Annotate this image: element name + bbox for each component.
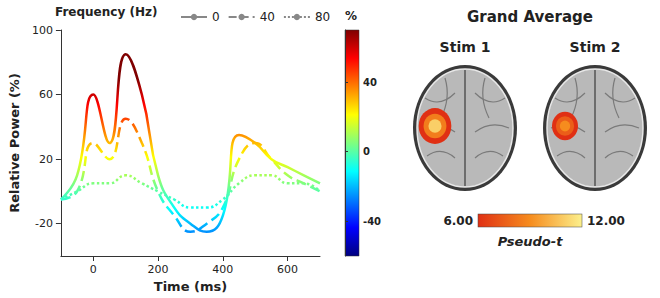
svg-text:40: 40 (363, 77, 377, 88)
svg-text:0: 0 (212, 10, 220, 24)
svg-text:Grand Average: Grand Average (467, 8, 593, 26)
svg-text:Pseudo-t: Pseudo-t (498, 234, 564, 249)
svg-text:20: 20 (39, 153, 53, 166)
svg-text:6.00: 6.00 (443, 214, 473, 228)
svg-text:Relative Power (%): Relative Power (%) (7, 73, 22, 213)
svg-text:Time (ms): Time (ms) (154, 279, 227, 294)
svg-text:60: 60 (39, 88, 53, 101)
svg-text:Stim 1: Stim 1 (440, 39, 491, 55)
svg-text:100: 100 (32, 24, 53, 37)
svg-text:-40: -40 (363, 216, 381, 227)
svg-text:%: % (345, 9, 357, 23)
svg-text:Frequency (Hz): Frequency (Hz) (55, 5, 157, 19)
svg-text:12.00: 12.00 (587, 214, 625, 228)
svg-text:200: 200 (148, 263, 169, 276)
svg-text:Stim 2: Stim 2 (570, 39, 621, 55)
svg-text:0: 0 (90, 263, 97, 276)
svg-text:600: 600 (277, 263, 298, 276)
svg-text:-20: -20 (35, 217, 53, 230)
svg-text:80: 80 (315, 10, 330, 24)
svg-text:400: 400 (212, 263, 233, 276)
svg-text:40: 40 (260, 10, 275, 24)
svg-text:0: 0 (363, 146, 370, 157)
